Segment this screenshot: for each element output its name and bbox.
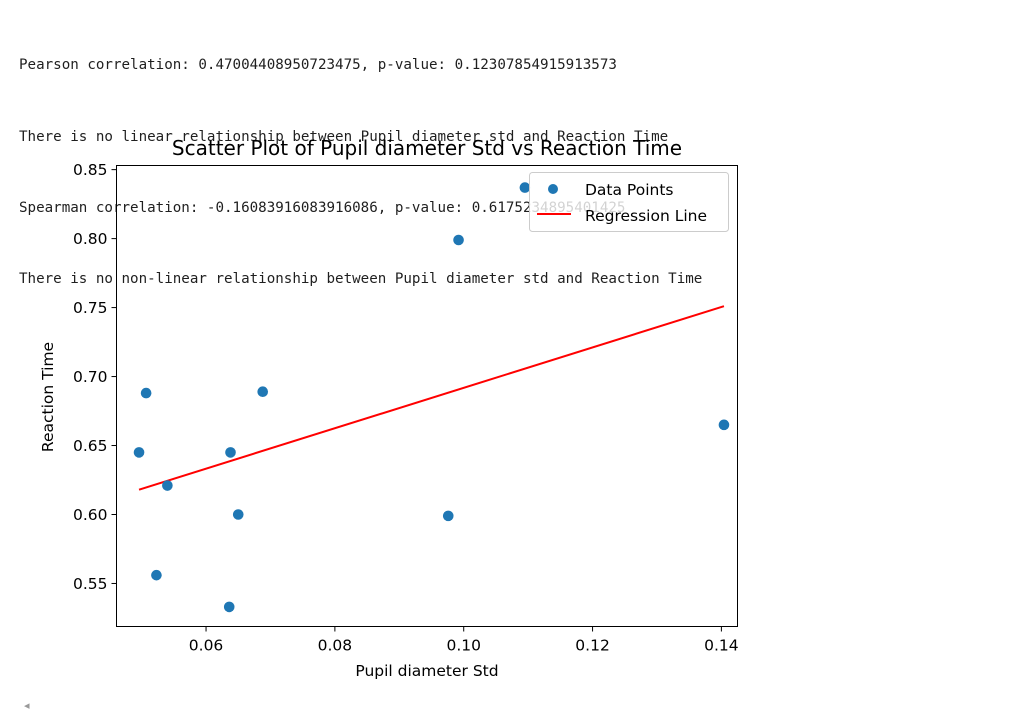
horizontal-scroll-left-icon[interactable]: ◂ bbox=[24, 699, 30, 712]
cell-output-text: Pearson correlation: 0.47004408950723475… bbox=[19, 7, 702, 315]
y-tick-label: 0.75 bbox=[73, 299, 108, 317]
pearson-result-line: Pearson correlation: 0.47004408950723475… bbox=[19, 57, 617, 74]
data-point bbox=[133, 447, 145, 458]
data-point bbox=[162, 480, 173, 491]
data-point bbox=[519, 182, 531, 193]
x-tick-label: 0.08 bbox=[318, 637, 353, 655]
legend-data-points-marker bbox=[548, 184, 558, 194]
data-point bbox=[223, 601, 235, 613]
data-point bbox=[151, 569, 162, 581]
data-point bbox=[232, 509, 244, 520]
regression-line bbox=[138, 305, 725, 491]
legend-data-points-label: Data Points bbox=[585, 181, 674, 199]
y-tick-label: 0.80 bbox=[73, 230, 108, 248]
y-axis-ticks: 0.55 0.60 0.65 0.70 0.75 0.80 0.85 bbox=[73, 161, 117, 593]
y-tick-label: 0.55 bbox=[73, 575, 108, 593]
plot-area bbox=[116, 165, 738, 627]
data-point bbox=[225, 447, 236, 458]
y-tick-label: 0.65 bbox=[73, 437, 108, 455]
x-axis-label: Pupil diameter Std bbox=[355, 662, 498, 680]
linear-conclusion-line: There is no linear relationship between … bbox=[19, 128, 669, 145]
nonlinear-conclusion-line: There is no non-linear relationship betw… bbox=[19, 270, 703, 287]
data-point bbox=[140, 387, 152, 399]
y-tick-label: 0.70 bbox=[73, 368, 108, 386]
chart-title: Scatter Plot of Pupil diameter Std vs Re… bbox=[172, 136, 682, 160]
data-point bbox=[718, 419, 730, 431]
y-tick-label: 0.85 bbox=[73, 161, 108, 179]
x-axis-ticks: 0.06 0.08 0.10 0.12 0.14 bbox=[189, 626, 739, 655]
y-tick-label: 0.60 bbox=[73, 506, 108, 524]
legend-regression-line-label: Regression Line bbox=[585, 207, 707, 225]
y-axis-label: Reaction Time bbox=[39, 342, 57, 452]
data-point bbox=[442, 510, 454, 522]
data-point bbox=[453, 234, 464, 246]
data-point bbox=[257, 386, 269, 398]
series-layer bbox=[133, 182, 730, 613]
legend: Data Points Regression Line bbox=[529, 172, 729, 232]
x-tick-label: 0.06 bbox=[189, 637, 224, 655]
x-tick-label: 0.14 bbox=[704, 637, 739, 655]
x-tick-label: 0.12 bbox=[575, 637, 610, 655]
x-tick-label: 0.10 bbox=[446, 637, 481, 655]
legend-frame bbox=[529, 172, 729, 232]
